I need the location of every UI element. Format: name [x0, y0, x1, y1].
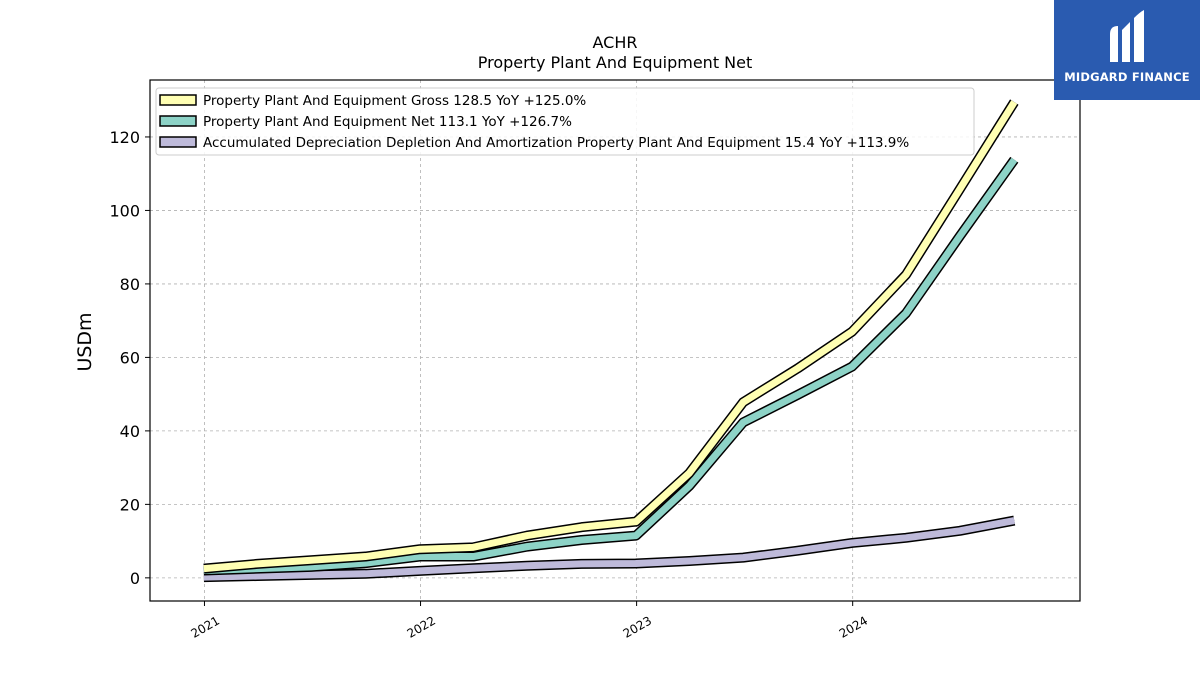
- legend-label: Property Plant And Equipment Gross 128.5…: [203, 93, 586, 109]
- series-line: [203, 100, 1018, 573]
- x-tick-label: 2022: [405, 613, 438, 640]
- legend-label: Property Plant And Equipment Net 113.1 Y…: [203, 114, 572, 130]
- x-tick-label: 2024: [837, 613, 870, 640]
- x-tick-label: 2021: [189, 613, 222, 640]
- series-line-outline: [203, 156, 1019, 576]
- y-tick-label: 40: [120, 422, 140, 441]
- brand-logo: MIDGARD FINANCE: [1054, 0, 1200, 100]
- y-tick-label: 0: [130, 569, 140, 588]
- y-tick-label: 100: [109, 201, 140, 220]
- series-line: [203, 157, 1018, 575]
- brand-mark-icon: [1110, 10, 1144, 62]
- legend-swatch: [159, 94, 197, 106]
- series-line: [203, 517, 1015, 581]
- y-tick-label: 60: [120, 348, 140, 367]
- legend-swatch: [159, 115, 197, 127]
- y-tick-label: 80: [120, 275, 140, 294]
- series-line-outline: [203, 99, 1019, 574]
- legend: Property Plant And Equipment Gross 128.5…: [155, 87, 975, 156]
- legend-label: Accumulated Depreciation Depletion And A…: [203, 135, 909, 151]
- y-tick-label: 120: [109, 128, 140, 147]
- legend-swatch: [159, 136, 197, 148]
- legend-frame: [155, 87, 975, 156]
- brand-name: MIDGARD FINANCE: [1064, 70, 1190, 84]
- y-tick-label: 20: [120, 495, 140, 514]
- chart-subtitle: Property Plant And Equipment Net: [478, 53, 753, 72]
- x-tick-label: 2023: [621, 613, 654, 640]
- y-axis-label: USDm: [74, 312, 96, 371]
- plot-frame: [149, 79, 1081, 602]
- series-lines: [203, 99, 1019, 583]
- chart-title: ACHR: [593, 33, 638, 52]
